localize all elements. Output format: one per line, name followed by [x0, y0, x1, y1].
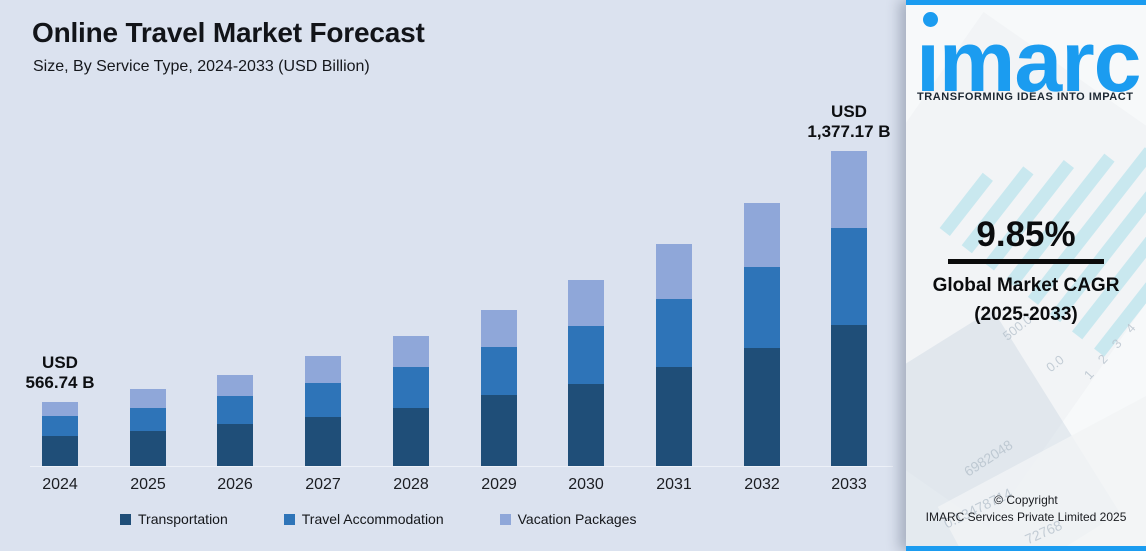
bar-2025: [130, 389, 166, 466]
bar-2032: [744, 203, 780, 466]
cagr-label: Global Market CAGR: [932, 275, 1120, 296]
value-annotation-2024: USD 566.74 B: [25, 353, 95, 392]
bar-2030: [568, 280, 604, 466]
x-axis-label: 2027: [305, 476, 341, 493]
bar-segment-travel-accommodation: [831, 228, 867, 325]
bar-2027: [305, 356, 341, 466]
bar-segment-vacation-packages: [481, 310, 517, 347]
bar-2028: [393, 336, 429, 466]
legend-label: Vacation Packages: [517, 511, 637, 527]
bar-segment-transportation: [481, 395, 517, 466]
bar-segment-vacation-packages: [305, 356, 341, 383]
x-axis-line: [30, 466, 893, 467]
x-axis-label: 2031: [656, 476, 692, 493]
bar-segment-travel-accommodation: [305, 383, 341, 417]
legend-swatch: [499, 513, 511, 525]
legend-label: Travel Accommodation: [301, 511, 444, 527]
bar-segment-travel-accommodation: [744, 267, 780, 348]
chart-subtitle: Size, By Service Type, 2024-2033 (USD Bi…: [33, 58, 370, 75]
bar-segment-travel-accommodation: [393, 367, 429, 408]
bar-segment-transportation: [744, 348, 780, 466]
bar-chart: USD 566.74 B USD 1,377.17 B: [25, 102, 893, 467]
legend-label: Transportation: [138, 511, 228, 527]
bar-segment-transportation: [42, 436, 78, 466]
bar-2031: [656, 244, 692, 466]
bar-segment-vacation-packages: [393, 336, 429, 367]
brand-strip-top: [906, 0, 1146, 5]
bar-segment-transportation: [130, 431, 166, 466]
brand-strip-bottom: [906, 546, 1146, 551]
bar-segment-travel-accommodation: [42, 416, 78, 436]
bar-segment-vacation-packages: [568, 280, 604, 326]
x-axis-label: 2028: [393, 476, 429, 493]
bar-segment-travel-accommodation: [656, 299, 692, 367]
copyright: © Copyright IMARC Services Private Limit…: [906, 492, 1146, 526]
copyright-line2: IMARC Services Private Limited 2025: [925, 510, 1127, 524]
bar-segment-vacation-packages: [217, 375, 253, 396]
bar-segment-transportation: [656, 367, 692, 466]
x-axis-label: 2029: [481, 476, 517, 493]
bar-2033: [831, 151, 867, 466]
x-axis-label: 2032: [744, 476, 780, 493]
chart-section: Online Travel Market Forecast Size, By S…: [25, 17, 893, 527]
x-axis-label: 2024: [42, 476, 78, 493]
bar-segment-vacation-packages: [656, 244, 692, 299]
page-title: Online Travel Market Forecast: [32, 17, 425, 48]
brand-tagline: TRANSFORMING IDEAS INTO IMPACT: [917, 91, 1134, 103]
legend-item-vacation-packages: Vacation Packages: [499, 511, 637, 527]
bar-segment-vacation-packages: [130, 389, 166, 408]
logo-text: ımarc: [916, 14, 1141, 110]
bar-segment-travel-accommodation: [568, 326, 604, 384]
x-axis-label: 2026: [217, 476, 253, 493]
legend-item-transportation: Transportation: [120, 511, 228, 527]
imarc-panel: 500.0 0.0 1 2 3 4 6982048 0.13478714 727…: [906, 0, 1146, 551]
legend-swatch: [283, 513, 295, 525]
bar-segment-transportation: [305, 417, 341, 466]
logo-dot-icon: [923, 12, 938, 27]
bar-2029: [481, 310, 517, 466]
value-annotation-2033: USD 1,377.17 B: [807, 102, 891, 141]
legend-swatch: [120, 513, 131, 525]
bar-segment-travel-accommodation: [130, 408, 166, 431]
copyright-line1: © Copyright: [994, 493, 1058, 507]
chart-legend: Transportation Travel Accommodation Vacati…: [120, 511, 636, 527]
bar-segment-travel-accommodation: [481, 347, 517, 395]
cagr-period: (2025-2033): [974, 304, 1078, 325]
bar-segment-vacation-packages: [42, 402, 78, 416]
bar-segment-transportation: [568, 384, 604, 466]
bar-segment-transportation: [393, 408, 429, 466]
legend-item-travel-accommodation: Travel Accommodation: [283, 511, 444, 527]
bar-2026: [217, 375, 253, 466]
cagr-value: 9.85%: [976, 215, 1076, 254]
cagr-underline: [948, 259, 1104, 264]
x-axis-label: 2030: [568, 476, 604, 493]
bar-segment-vacation-packages: [744, 203, 780, 267]
bar-segment-travel-accommodation: [217, 396, 253, 424]
x-axis-label: 2033: [831, 476, 867, 493]
x-axis-label: 2025: [130, 476, 166, 493]
bar-segment-vacation-packages: [831, 151, 867, 228]
bar-2024: [42, 402, 78, 466]
bar-segment-transportation: [217, 424, 253, 466]
bar-segment-transportation: [831, 325, 867, 466]
